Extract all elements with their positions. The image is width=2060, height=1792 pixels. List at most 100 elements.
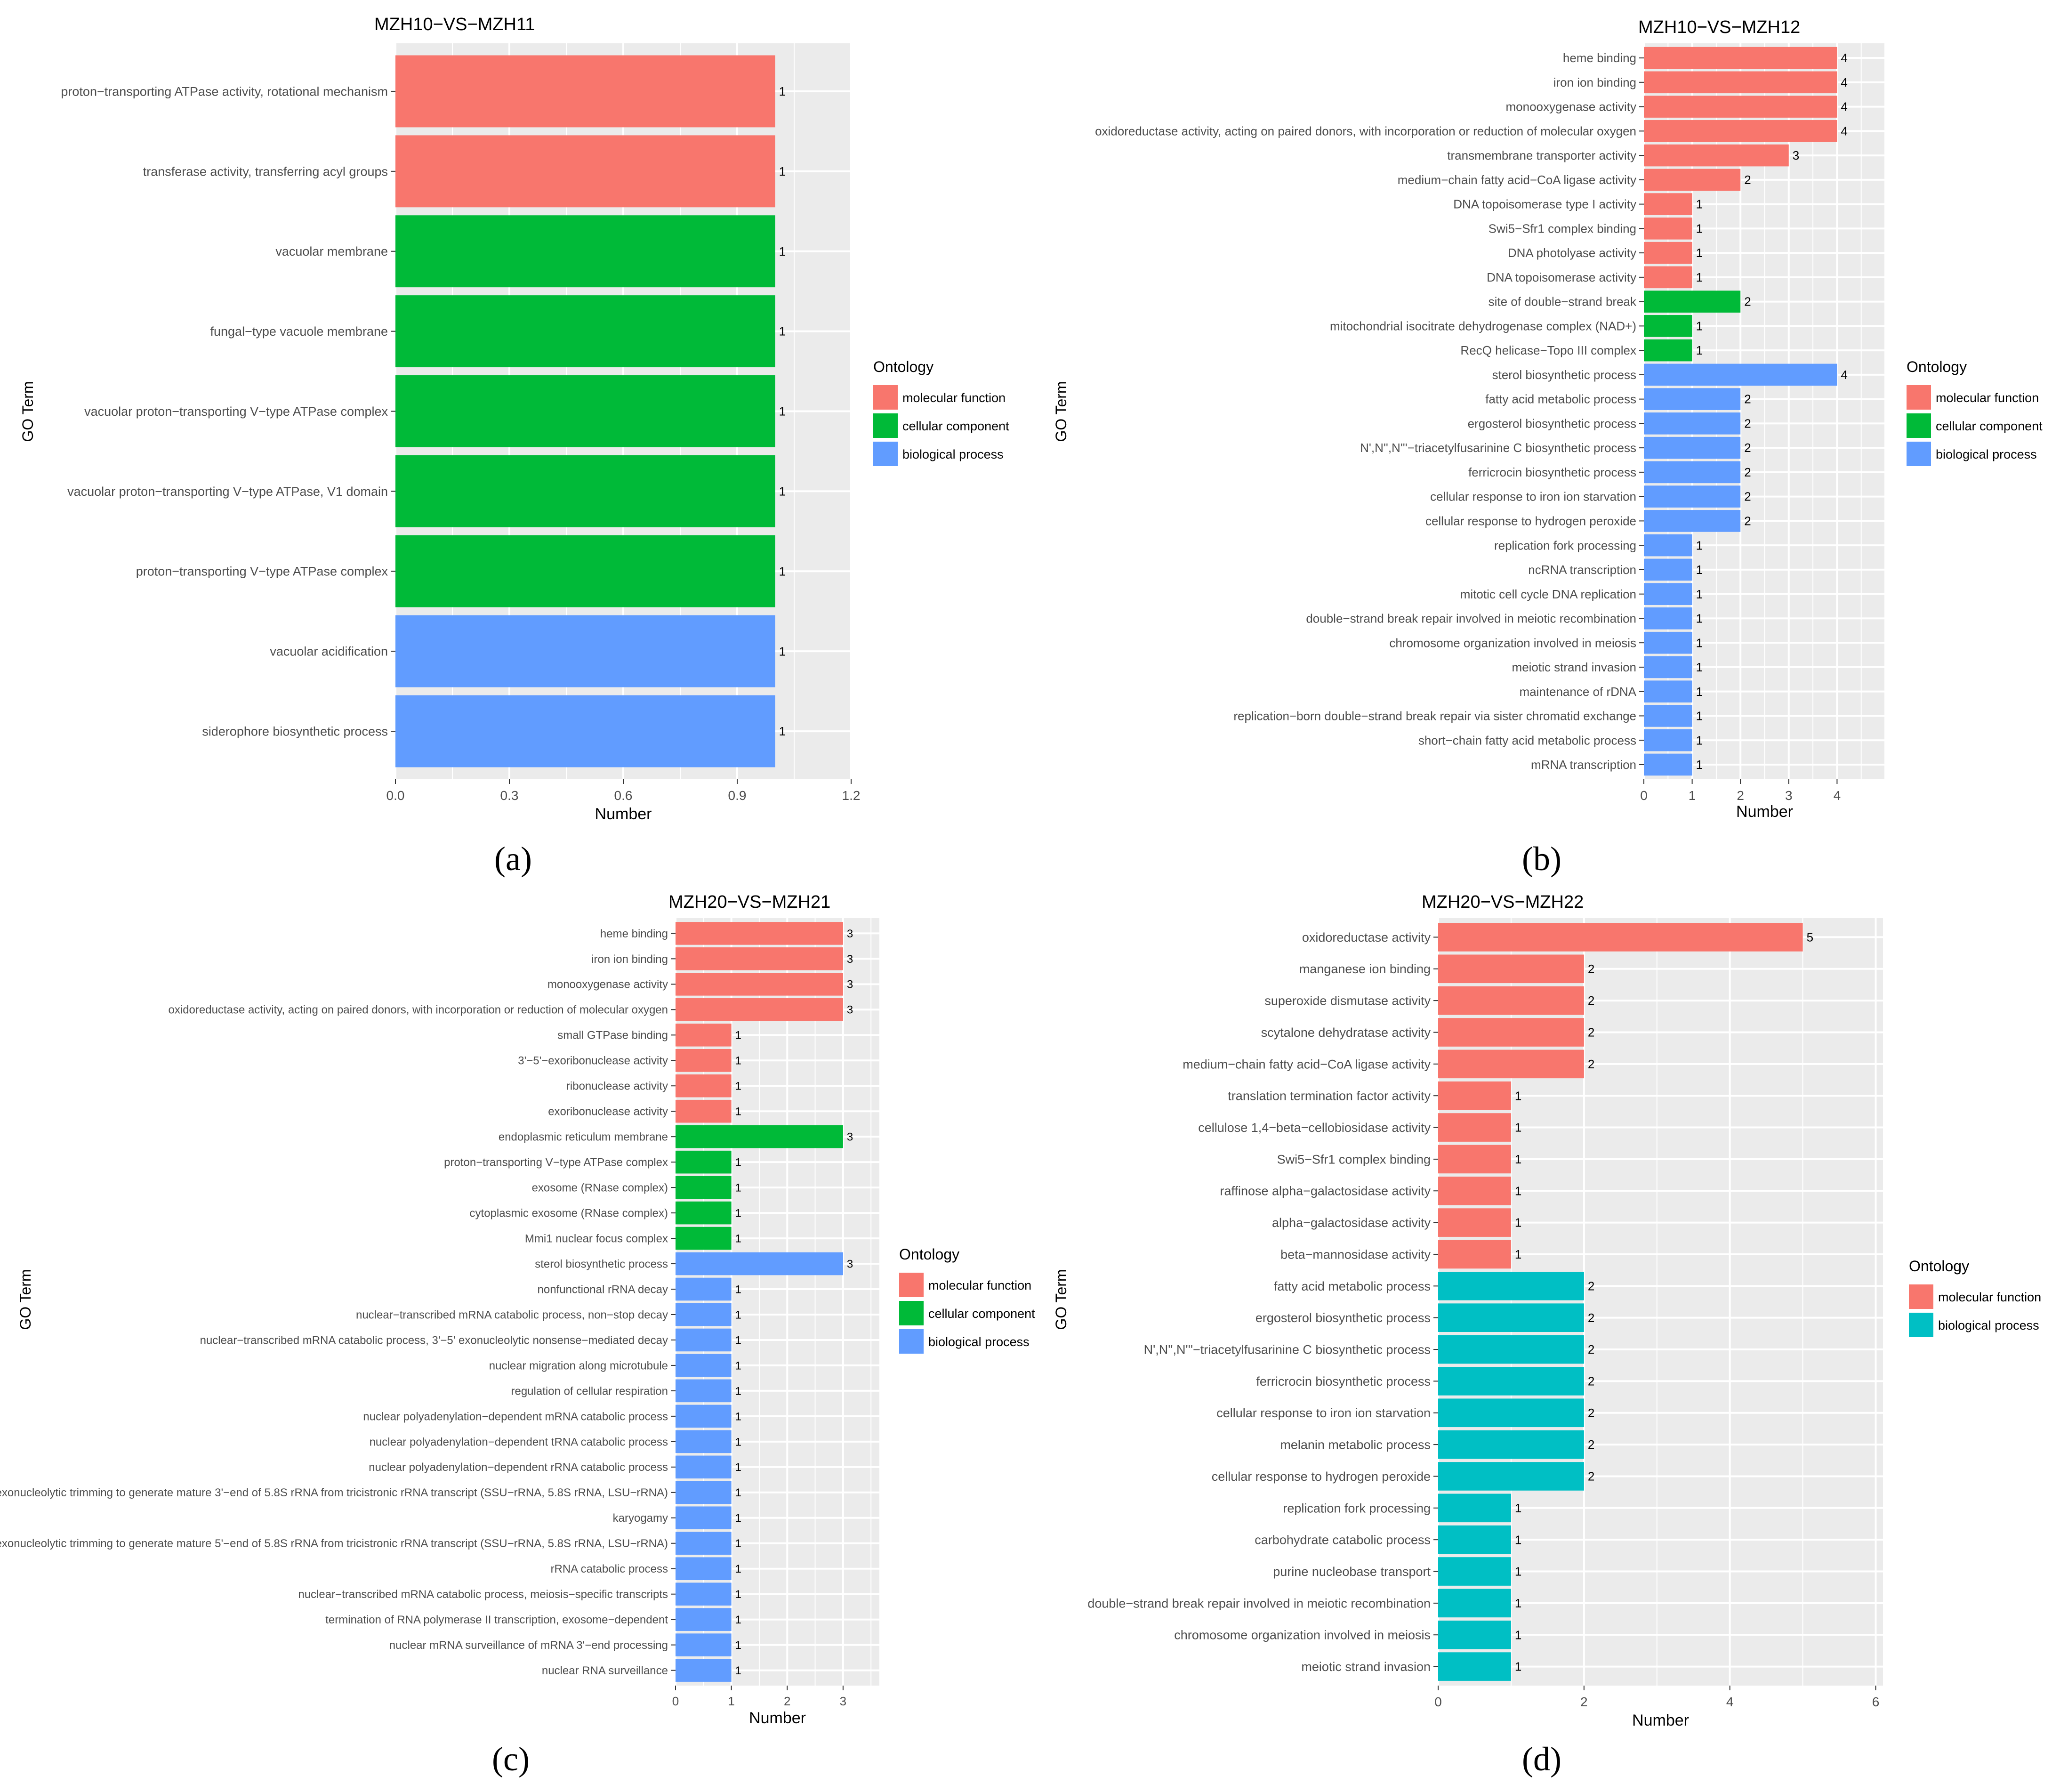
legend-title: Ontology — [873, 358, 933, 375]
bar — [676, 1582, 732, 1606]
bar-value-label: 1 — [735, 1588, 741, 1601]
y-tick-label: DNA topoisomerase type I activity — [1453, 197, 1636, 211]
bar — [1644, 412, 1741, 435]
x-tick-label: 0 — [1434, 1695, 1442, 1709]
legend: Ontology molecular function biological pro… — [1909, 1258, 2041, 1337]
y-tick-label: iron ion binding — [1553, 75, 1636, 89]
bar-value-label: 1 — [779, 644, 786, 658]
bar-value-label: 3 — [847, 1004, 853, 1017]
legend-entry-label: biological process — [1938, 1318, 2039, 1332]
bar — [1644, 339, 1692, 362]
bar — [1644, 656, 1692, 678]
chart-panel-1: 1 proton−transporting ATPase activity, ro… — [19, 15, 1009, 878]
bar-value-label: 2 — [1588, 993, 1594, 1008]
y-tick-label: regulation of cellular respiration — [511, 1385, 668, 1397]
y-tick-label: cellular response to hydrogen peroxide — [1212, 1469, 1431, 1484]
panel-label: (c) — [492, 1740, 530, 1778]
bar — [1644, 436, 1741, 459]
x-tick-label: 0.0 — [386, 788, 405, 803]
panel-label: (a) — [494, 840, 532, 878]
bar — [1644, 193, 1692, 215]
bar — [1644, 753, 1692, 776]
bar — [676, 1277, 732, 1301]
bar-value-label: 1 — [735, 1055, 741, 1067]
y-tick-label: rRNA catabolic process — [551, 1563, 668, 1575]
y-tick-label: exonucleolytic trimming to generate matu… — [0, 1537, 668, 1550]
chart-title: MZH10−VS−MZH12 — [1638, 17, 1800, 37]
bar-value-label: 2 — [1588, 1311, 1594, 1325]
bar — [676, 1532, 732, 1555]
legend-entry-label: molecular function — [1938, 1290, 2041, 1304]
legend: Ontology molecular function cellular compo… — [899, 1246, 1035, 1354]
y-tick-label: nuclear−transcribed mRNA catabolic proce… — [200, 1334, 668, 1347]
legend-entry-label: cellular component — [1936, 419, 2043, 433]
y-tick-label: nuclear RNA surveillance — [542, 1664, 668, 1677]
bar-value-label: 1 — [1696, 733, 1703, 747]
y-tick-label: nonfunctional rRNA decay — [538, 1283, 668, 1296]
y-tick-label: double−strand break repair involved in m… — [1306, 612, 1636, 626]
chart-panel-3: 3 heme binding 3 iron ion binding 3 monooxyge… — [0, 892, 1035, 1778]
y-tick-label: DNA photolyase activity — [1508, 246, 1636, 260]
bar — [1438, 1176, 1511, 1205]
y-tick-label: monooxygenase activity — [547, 978, 668, 991]
x-tick-label: 0 — [1640, 788, 1648, 803]
y-tick-label: ferricrocin biosynthetic process — [1468, 465, 1636, 479]
bar — [1438, 1462, 1584, 1491]
bar-value-label: 1 — [735, 1537, 741, 1550]
legend-entry-label: biological process — [902, 447, 1004, 461]
chart-panel-4: 5 oxidoreductase activity 2 manganese ion b… — [1053, 892, 2041, 1778]
bar — [1438, 1652, 1511, 1681]
bar — [1438, 1208, 1511, 1237]
legend-swatch — [873, 413, 898, 438]
y-tick-label: fungal−type vacuole membrane — [210, 324, 388, 339]
y-axis-label: GO Term — [17, 1269, 34, 1330]
y-tick-label: vacuolar proton−transporting V−type ATPa… — [67, 484, 388, 499]
bar — [1438, 1557, 1511, 1586]
y-tick-label: sterol biosynthetic process — [535, 1258, 668, 1270]
panel-label: (d) — [1522, 1740, 1561, 1778]
bar — [1644, 631, 1692, 654]
y-tick-label: replication fork processing — [1494, 538, 1636, 552]
bar-value-label: 2 — [1744, 392, 1751, 406]
y-tick-label: proton−transporting V−type ATPase comple… — [444, 1156, 668, 1169]
bar — [676, 998, 843, 1021]
y-tick-label: maintenance of rDNA — [1519, 685, 1636, 699]
bar-value-label: 1 — [735, 1359, 741, 1372]
x-tick-label: 6 — [1872, 1695, 1880, 1709]
bar — [1644, 363, 1837, 386]
x-tick-label: 1 — [1689, 788, 1696, 803]
bar-value-label: 3 — [847, 1258, 853, 1270]
bar-value-label: 1 — [735, 1410, 741, 1423]
y-tick-label: oxidoreductase activity, acting on paire… — [1095, 124, 1636, 138]
bar-value-label: 1 — [735, 1436, 741, 1448]
bar — [676, 1125, 843, 1148]
y-tick-label: nuclear polyadenylation−dependent tRNA c… — [370, 1436, 668, 1448]
bar — [1438, 1113, 1511, 1142]
legend-entry-label: cellular component — [902, 419, 1009, 433]
bar-value-label: 1 — [779, 164, 786, 178]
bar-value-label: 1 — [1696, 709, 1703, 723]
y-tick-label: 3'−5'−exoribonuclease activity — [518, 1055, 668, 1067]
bar-value-label: 3 — [847, 1131, 853, 1144]
x-axis-label: Number — [1736, 803, 1793, 821]
x-tick-label: 1 — [728, 1694, 734, 1708]
bar — [1438, 1589, 1511, 1618]
legend-title: Ontology — [899, 1246, 959, 1263]
bar-value-label: 1 — [779, 244, 786, 258]
bar — [1644, 47, 1837, 69]
bar-value-label: 1 — [735, 1232, 741, 1245]
legend-entry-label: cellular component — [928, 1307, 1035, 1321]
bar — [395, 215, 775, 288]
bar — [1438, 1272, 1584, 1300]
bar-value-label: 2 — [1588, 962, 1594, 976]
bar-value-label: 1 — [1515, 1533, 1521, 1547]
bar-value-label: 2 — [1588, 1025, 1594, 1040]
legend-swatch — [1909, 1284, 1933, 1309]
bar-value-label: 2 — [1744, 514, 1751, 528]
y-tick-label: alpha−galactosidase activity — [1272, 1216, 1431, 1230]
bar-value-label: 1 — [1515, 1121, 1521, 1135]
y-tick-label: Swi5−Sfr1 complex binding — [1277, 1152, 1431, 1166]
bar-value-label: 1 — [735, 1156, 741, 1169]
legend: Ontology molecular function cellular compo… — [1907, 358, 2043, 466]
chart-panel-2: 4 heme binding 4 iron ion binding 4 monooxyge… — [1053, 17, 2043, 878]
